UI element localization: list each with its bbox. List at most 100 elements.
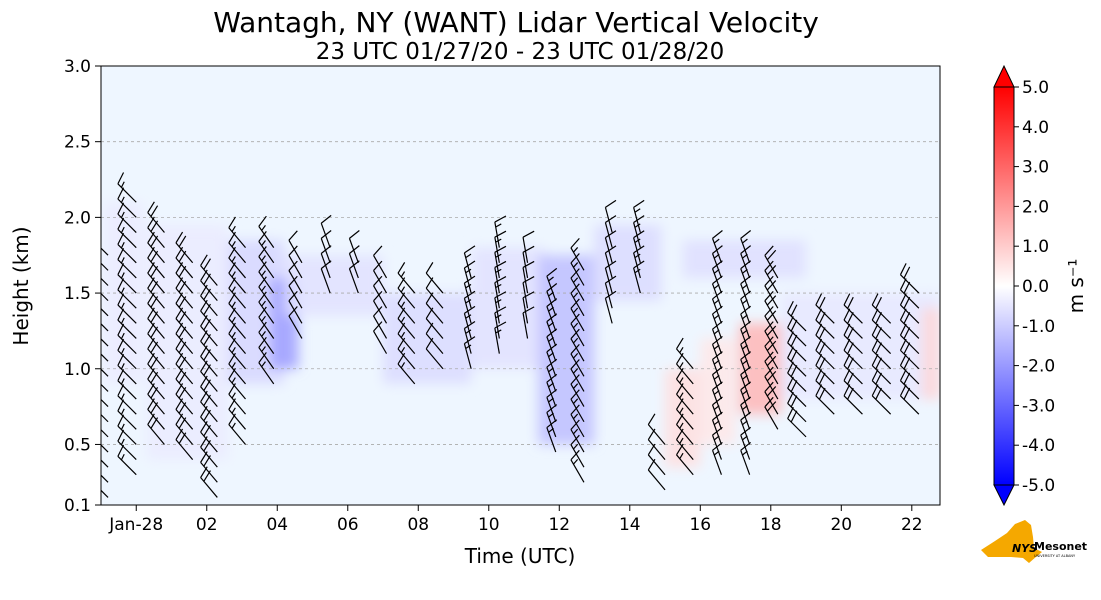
wind-barb [101,262,109,271]
wind-barb [871,369,892,400]
wind-barb [570,434,585,468]
wind-barb [147,201,165,233]
colorbar-tick-label: -2.0 [1022,357,1055,377]
wind-barb [787,376,807,408]
wind-barb [258,276,275,309]
wind-barb [815,384,835,415]
colorbar-tick-label: -5.0 [1022,476,1055,496]
wind-barb [200,254,218,286]
velocity-region [104,202,144,384]
plot-area [100,65,941,506]
colorbar-gradient [993,86,1015,486]
wind-barb [871,384,892,415]
wind-barb [117,172,137,203]
wind-barb [117,414,137,445]
velocity-region [383,293,472,384]
wind-barb [463,305,476,339]
wind-barb [258,230,275,264]
wind-barb [604,275,617,309]
wind-barb [101,277,109,286]
nys-mesonet-logo: NYS Mesonet UNIVERSITY AT ALBANY [981,520,1087,563]
x-tick-label: 04 [266,515,288,535]
velocity-region [594,224,662,301]
x-tick-label: 20 [830,515,852,535]
wind-barb [570,419,585,453]
wind-barb [740,230,752,263]
wind-barb [288,275,303,309]
wind-barb [117,187,137,218]
wind-barb [764,260,779,294]
wind-barb [117,232,137,264]
wind-barb [320,230,332,263]
y-tick-label: 0.1 [64,496,91,516]
y-tick-label: 0.5 [64,435,91,455]
wind-barb [117,323,137,355]
wind-barb [101,307,109,317]
wind-barb [258,215,275,248]
wind-barb [633,215,645,248]
wind-barb [373,321,388,354]
wind-barb [764,321,779,354]
velocity-region [146,224,228,460]
wind-barb [101,247,109,256]
wind-barb [373,260,388,294]
y-tick-label: 2.5 [64,133,91,153]
new-york-state-shape [981,520,1042,563]
wind-barb [117,384,137,415]
wind-barb [764,290,779,324]
velocity-region [471,247,546,369]
colorbar-tick-label: -1.0 [1022,317,1055,337]
wind-barb [764,381,779,415]
colorbar-extend-min [993,484,1015,507]
wind-barb [258,321,275,354]
wind-barb [843,353,863,385]
wind-barb [871,353,892,385]
wind-barb [522,276,535,309]
wind-barb [288,245,303,279]
x-tick-label: 22 [901,515,923,535]
wind-barb [288,230,303,264]
wind-barb [764,366,779,400]
wind-barb [373,245,388,279]
wind-barb [117,369,137,400]
wind-barb [764,351,779,385]
wind-barb [899,278,920,309]
wind-barb [228,216,246,249]
y-tick-label: 3.0 [64,57,91,77]
wind-barb [101,353,109,362]
wind-barb [676,337,694,370]
y-tick-label: 2.0 [64,208,91,228]
x-axis: Jan-28 02 04 06 08 10 12 14 16 18 20 22 [108,505,923,535]
wind-barb [899,338,920,370]
wind-barb [604,245,617,279]
wind-barb [463,290,476,324]
wind-barb [633,245,645,279]
wind-barb [117,278,137,309]
wind-barb [348,245,360,279]
wind-barb [764,275,779,309]
wind-barb [117,202,137,233]
wind-barb [117,263,137,294]
wind-barb [288,290,303,324]
logo-text-mesonet: Mesonet [1034,540,1087,553]
x-tick-label: 18 [760,515,782,535]
colorbar-label: m s⁻¹ [1064,259,1088,314]
wind-barb [101,474,109,483]
wind-barb [570,359,585,392]
wind-barb [843,323,863,355]
wind-barb [117,293,137,324]
wind-barb [787,346,807,377]
wind-barb [787,361,807,392]
colorbar-tick-label: -4.0 [1022,436,1055,456]
wind-barb [101,489,109,498]
wind-barb [871,308,892,339]
wind-barb [843,308,863,339]
x-tick-label: Jan-28 [108,515,163,535]
wind-barb [604,260,617,294]
wind-barb [899,308,920,339]
wind-barb [570,298,585,332]
wind-barb [117,353,137,385]
wind-barb [570,389,585,423]
wind-barb [522,260,535,294]
wind-barb [570,237,585,271]
